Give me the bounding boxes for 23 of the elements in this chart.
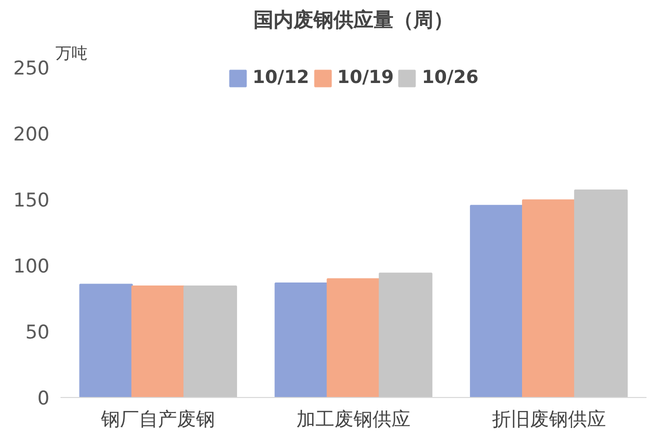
y-axis-title: 万吨	[56, 44, 88, 62]
y-tick-label: 100	[13, 256, 50, 278]
chart-title: 国内废钢供应量（周）	[254, 8, 454, 32]
bar	[470, 204, 524, 398]
y-tick-label: 200	[13, 124, 50, 146]
bar	[274, 282, 328, 398]
bar	[378, 272, 432, 398]
bar	[326, 278, 380, 398]
x-tick-label: 钢厂自产废钢	[100, 408, 216, 430]
y-tick-label: 50	[25, 322, 50, 344]
bar	[79, 284, 133, 398]
legend-label: 10/19	[337, 67, 394, 88]
x-tick-label: 折旧废钢供应	[492, 408, 606, 430]
x-tick-label: 加工废钢供应	[296, 408, 410, 430]
bar	[131, 285, 185, 398]
bar	[183, 285, 238, 398]
legend-label: 10/26	[422, 67, 479, 88]
y-tick-label: 250	[13, 58, 50, 80]
y-tick-label: 150	[13, 190, 50, 212]
legend-label: 10/12	[252, 67, 310, 88]
y-tick-label: 0	[37, 388, 50, 410]
bar	[574, 190, 628, 398]
bar	[522, 199, 576, 398]
